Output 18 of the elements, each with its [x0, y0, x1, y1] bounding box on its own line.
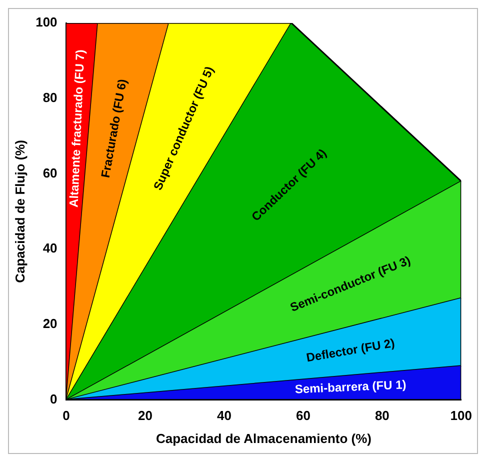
x-tick-label: 60	[296, 408, 310, 424]
x-tick-label: 0	[62, 408, 70, 424]
y-tick-label: 40	[42, 240, 58, 256]
x-tick-label: 100	[450, 408, 472, 424]
x-tick-label: 20	[138, 408, 152, 424]
series-label: Altamente fracturado (FU 7)	[66, 49, 88, 208]
y-axis-title: Capacidad de Flujo (%)	[12, 140, 28, 283]
y-tick-label: 80	[42, 90, 58, 105]
x-axis-title: Capacidad de Almacenamiento (%)	[156, 430, 372, 446]
y-tick-label: 20	[42, 316, 58, 332]
series-label: Semi-barrera (FU 1)	[294, 378, 406, 396]
x-tick-label: 40	[217, 408, 232, 424]
x-tick-label: 80	[374, 408, 390, 424]
y-tick-label: 0	[50, 391, 58, 406]
series-label: Fracturado (FU 6)	[98, 78, 130, 179]
series-label: Deflector (FU 2)	[305, 336, 396, 365]
y-tick-label: 60	[42, 165, 58, 180]
y-tick-label: 100	[36, 14, 58, 30]
